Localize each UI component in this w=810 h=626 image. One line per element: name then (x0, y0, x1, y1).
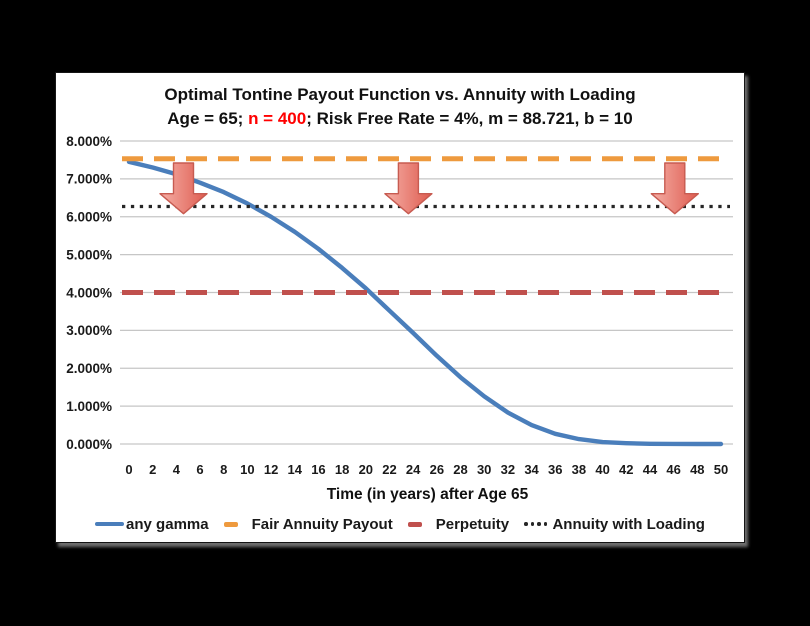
x-tick-label: 30 (477, 462, 491, 477)
x-tick-label: 18 (335, 462, 349, 477)
x-tick-label: 36 (548, 462, 562, 477)
x-tick-label: 42 (619, 462, 633, 477)
legend-label: Perpetuity (435, 515, 510, 533)
x-tick-label: 46 (666, 462, 680, 477)
x-tick-label: 26 (430, 462, 444, 477)
y-tick-label: 8.000% (66, 134, 112, 149)
x-tick-label: 32 (501, 462, 515, 477)
down-arrow-icon (159, 162, 208, 215)
y-tick-label: 3.000% (66, 323, 112, 338)
x-axis-title: Time (in years) after Age 65 (327, 486, 529, 503)
chart-title: Optimal Tontine Payout Function vs. Annu… (164, 85, 636, 104)
x-tick-label: 8 (220, 462, 227, 477)
subtitle-highlight-n: n = 400 (248, 109, 307, 128)
x-tick-label: 28 (453, 462, 467, 477)
chart-panel (55, 72, 745, 543)
chart-subtitle: Age = 65; n = 400; Risk Free Rate = 4%, … (55, 107, 745, 131)
legend-dot (524, 522, 528, 526)
arrows-group (159, 162, 699, 215)
x-tick-label: 50 (714, 462, 728, 477)
legend-dot (543, 522, 548, 526)
legend-label: Annuity with Loading (552, 515, 705, 533)
legend-swatch-any-gamma (95, 521, 125, 527)
legend-swatch-fair-annuity-payout (223, 521, 238, 527)
y-tick-label: 2.000% (66, 361, 112, 376)
x-tick-label: 14 (288, 462, 303, 477)
x-tick-label: 24 (406, 462, 421, 477)
legend-item-any-gamma: any gamma (95, 516, 209, 533)
x-tick-label: 12 (264, 462, 278, 477)
x-tick-label: 16 (311, 462, 325, 477)
legend-item-perpetuity: Perpetuity (407, 515, 510, 533)
x-tick-label: 22 (382, 462, 396, 477)
legend-item-annuity-with-loading: Annuity with Loading (524, 516, 705, 533)
subtitle-prefix: Age = 65; (167, 109, 249, 128)
series-group (122, 156, 730, 447)
legend-label: Fair Annuity Payout (251, 515, 393, 533)
x-tick-label: 40 (595, 462, 609, 477)
y-tick-label: 5.000% (66, 247, 112, 262)
x-tick-label: 38 (572, 462, 586, 477)
y-tick-label: 1.000% (66, 399, 112, 414)
legend-swatch-perpetuity (407, 521, 422, 527)
axis-labels-group: 0.000% 1.000% 2.000% 3.000% 4.000% 5.000% 6.00… (66, 134, 728, 503)
y-tick-label: 0.000% (66, 437, 112, 452)
subtitle-suffix: ; Risk Free Rate = 4%, m = 88.721, b = 1… (306, 109, 633, 128)
x-tick-label: 34 (524, 462, 539, 477)
y-tick-label: 6.000% (66, 210, 112, 225)
series-any-gamma-line (126, 159, 724, 447)
x-tick-label: 4 (173, 462, 181, 477)
x-tick-label: 48 (690, 462, 704, 477)
y-tick-label: 4.000% (66, 285, 112, 300)
y-tick-label: 7.000% (66, 172, 112, 187)
x-tick-label: 6 (196, 462, 203, 477)
down-arrow-icon (384, 162, 433, 215)
x-tick-label: 10 (240, 462, 254, 477)
legend-label: any gamma (126, 515, 209, 533)
x-tick-label: 2 (149, 462, 156, 477)
gridlines-group (120, 140, 733, 445)
down-arrow-icon (650, 162, 699, 215)
chart-title-block: Optimal Tontine Payout Function vs. Annu… (55, 83, 745, 131)
x-tick-label: 20 (359, 462, 373, 477)
legend-dot (530, 522, 535, 526)
legend: any gamma Fair Annuity Payout Perpetuity An… (55, 511, 745, 537)
x-tick-label: 0 (125, 462, 132, 477)
legend-item-fair-annuity-payout: Fair Annuity Payout (223, 515, 393, 533)
legend-swatch-annuity-with-loading (524, 522, 548, 526)
x-tick-label: 44 (643, 462, 658, 477)
legend-dot (537, 522, 541, 526)
